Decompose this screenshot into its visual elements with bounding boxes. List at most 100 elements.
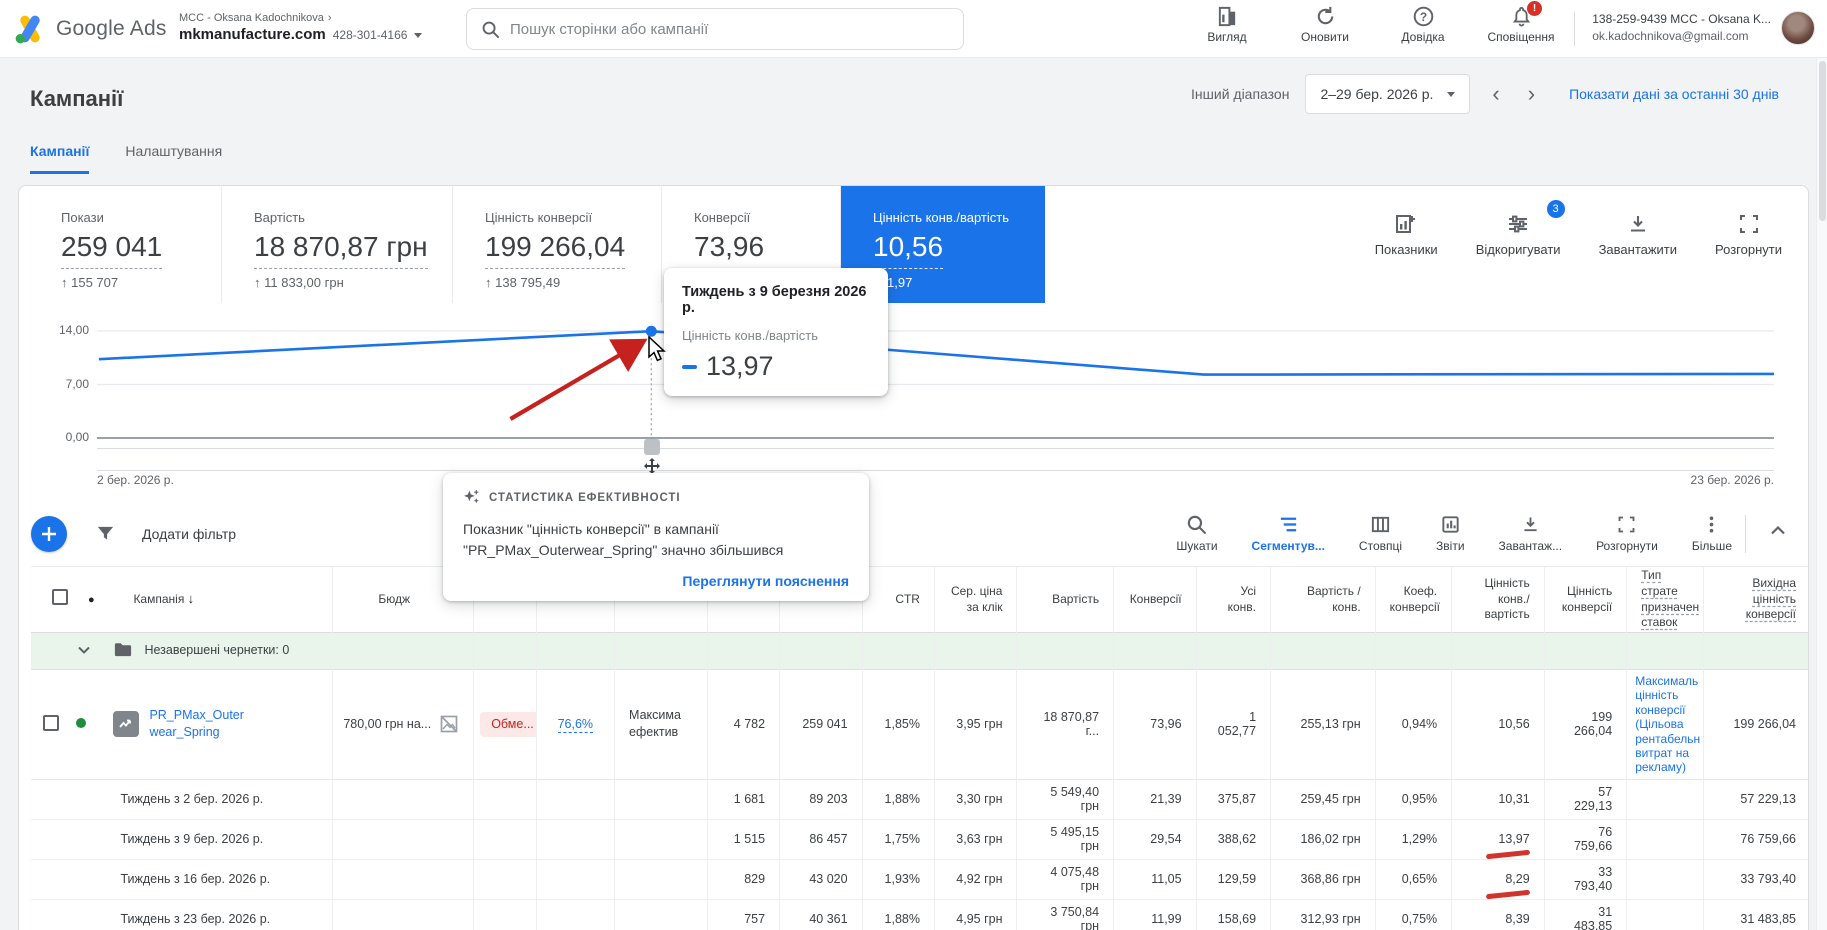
adjust-button[interactable]: 3 Відкоригувати <box>1476 200 1565 257</box>
avg-cpc-value: 3,95 грн <box>933 669 1017 780</box>
reports-button[interactable]: Звіти <box>1436 514 1465 553</box>
scorecard-delta: ↑ 138 795,49 <box>485 275 561 290</box>
search-table-button[interactable]: Шукати <box>1176 514 1218 553</box>
trend-chart[interactable]: 2 бер. 2026 р. 23 бер. 2026 р. 14,00 7,00… <box>19 303 1808 501</box>
sparkle-icon <box>464 490 479 504</box>
next-range-button[interactable]: › <box>1527 81 1536 106</box>
refresh-icon <box>1317 6 1333 25</box>
view-explanation-link[interactable]: Переглянути пояснення <box>682 573 849 589</box>
nav-help-label: Довідка <box>1401 30 1445 44</box>
account-caret-icon[interactable] <box>414 32 423 38</box>
scorecard-conv-value[interactable]: Цінність конверсії 199 266,04 ↑ 138 795,… <box>453 186 662 303</box>
header-output-conv-value[interactable]: Вихідна цінність конверсії <box>1702 566 1808 633</box>
nav-refresh-button[interactable]: Оновити <box>1289 5 1361 44</box>
header-all-conv[interactable]: Усі конв. <box>1195 566 1271 633</box>
show-last-30-days-link[interactable]: Показати дані за останні 30 днів <box>1569 86 1779 102</box>
header-bid-strategy[interactable]: Тип страте призначен ставок <box>1626 566 1704 633</box>
drafts-group-row[interactable]: Незавершені чернетки: 0 <box>31 632 1808 670</box>
week-label: Тиждень з 16 бер. 2026 р. <box>120 872 271 887</box>
topbar-divider <box>1574 12 1575 46</box>
nav-view-button[interactable]: Вигляд <box>1191 5 1263 44</box>
window-scrollbar[interactable] <box>1816 58 1827 930</box>
select-all-checkbox[interactable] <box>51 589 68 606</box>
status-enabled-icon[interactable] <box>76 718 87 729</box>
google-ads-logo-icon <box>15 15 40 43</box>
scrollbar-thumb[interactable] <box>1818 61 1826 221</box>
scorecard-value: 10,56 <box>873 231 944 269</box>
tab-campaigns[interactable]: Кампанії <box>30 143 90 174</box>
search-table-label: Шукати <box>1176 539 1218 553</box>
breadcrumb-chevron-icon: › <box>327 12 332 25</box>
search-icon <box>482 21 500 38</box>
account-id: 428-301-4166 <box>332 27 408 42</box>
expand-table-button[interactable]: Розгорнути <box>1596 514 1658 553</box>
header-conv-rate[interactable]: Коеф. конверсії <box>1374 566 1452 633</box>
help-icon: ? <box>1413 6 1433 27</box>
download-table-button[interactable]: Завантаж... <box>1499 514 1562 553</box>
bid-strategy-link[interactable]: Максималь цінність конверсії (Цільова ре… <box>1635 674 1701 775</box>
columns-icon <box>1371 516 1390 533</box>
download-button[interactable]: Завантажити <box>1599 212 1677 257</box>
scorecard-conversions[interactable]: Конверсії 73,96 <box>662 186 841 303</box>
status-limited-badge[interactable]: Обме... <box>480 711 537 737</box>
cost-value: 4 075,48 грн <box>1016 859 1114 900</box>
scorecard-cost[interactable]: Вартість 18 870,87 грн ↑ 11 833,00 грн <box>222 186 453 303</box>
header-ctr[interactable]: CTR <box>861 566 935 633</box>
prev-range-button[interactable]: ‹ <box>1492 81 1500 106</box>
account-switcher[interactable]: MCC - Oksana Kadochnikova › mkmanufactur… <box>179 12 423 45</box>
add-campaign-button[interactable] <box>31 515 67 552</box>
more-button[interactable]: Більше <box>1692 514 1732 553</box>
optimization-score-link[interactable]: 76,6% <box>557 717 594 734</box>
breadcrumb-mcc[interactable]: MCC - Oksana Kadochnikova <box>179 12 324 25</box>
scorecard-impressions[interactable]: Покази 259 041 ↑ 155 707 <box>19 186 222 303</box>
segment-label: Сегментув... <box>1251 539 1325 553</box>
conversions-value: 11,99 <box>1113 899 1197 930</box>
plus-icon <box>42 526 56 541</box>
add-filter-label[interactable]: Додати фільтр <box>142 525 237 542</box>
columns-button[interactable]: Стовпці <box>1359 514 1402 553</box>
header-cost[interactable]: Вартість <box>1016 566 1114 633</box>
chart-scroll-track <box>97 448 1774 449</box>
header-value-per-cost[interactable]: Цінність конв./ вартість <box>1451 566 1545 633</box>
header-campaign[interactable]: Кампанія ↓ <box>106 567 332 633</box>
header-cost-per-conv[interactable]: Вартість / конв. <box>1270 566 1376 633</box>
segment-button[interactable]: Сегментув... <box>1252 514 1325 553</box>
nav-notifications-button[interactable]: ! Сповіщення <box>1485 1 1557 44</box>
tab-settings[interactable]: Налаштування <box>125 143 223 159</box>
value-per-cost-value: 8,39 <box>1505 912 1530 927</box>
row-checkbox[interactable] <box>43 714 59 731</box>
expand-button[interactable]: Розгорнути <box>1715 212 1782 257</box>
header-select-all[interactable] <box>31 567 76 633</box>
date-range-picker[interactable]: 2–29 бер. 2026 р. <box>1305 74 1471 114</box>
campaign-name-link[interactable]: PR_PMax_Outer wear_Spring <box>149 708 244 740</box>
other-range-label[interactable]: Інший діапазон <box>1191 86 1290 102</box>
header-conversions[interactable]: Конверсії <box>1113 566 1197 633</box>
nav-help-button[interactable]: ? Довідка <box>1387 5 1459 44</box>
performance-insights-popup: СТАТИСТИКА ЕФЕКТИВНОСТІ Показник "цінніс… <box>443 473 869 601</box>
chevron-down-icon[interactable] <box>76 642 92 658</box>
cost-value: 3 750,84 грн <box>1016 899 1114 930</box>
global-search[interactable] <box>466 8 964 50</box>
header-status-icon: ● <box>76 567 106 633</box>
scorecard-label: Конверсії <box>694 210 751 225</box>
search-input[interactable] <box>510 20 949 38</box>
collapse-chart-button[interactable] <box>1766 519 1790 548</box>
avatar[interactable] <box>1781 11 1815 45</box>
clicks-value: 1 515 <box>706 819 780 860</box>
header-conv-value[interactable]: Цінність конверсії <box>1543 566 1627 633</box>
budget-value[interactable]: 780,00 грн на... <box>343 717 432 732</box>
header-avg-cpc[interactable]: Сер. ціна за клік <box>933 566 1017 633</box>
chart-range-slider-handle[interactable] <box>644 439 660 455</box>
main-panel: Покази 259 041 ↑ 155 707 Вартість 18 870… <box>18 185 1809 930</box>
nav-notifications-label: Сповіщення <box>1487 30 1555 44</box>
conv-rate-value: 0,94% <box>1374 669 1452 780</box>
scorecard-label: Вартість <box>254 210 305 225</box>
filter-button[interactable] <box>95 523 116 544</box>
folder-icon <box>115 643 132 657</box>
campaign-row[interactable]: PR_PMax_Outer wear_Spring 780,00 грн на.… <box>31 669 1808 780</box>
funnel-icon <box>97 526 114 540</box>
expand-label: Розгорнути <box>1715 242 1782 257</box>
metrics-button[interactable]: Показники <box>1375 212 1438 257</box>
account-domain[interactable]: mkmanufacture.com <box>179 26 326 43</box>
google-ads-logo[interactable]: Google Ads <box>0 14 175 44</box>
